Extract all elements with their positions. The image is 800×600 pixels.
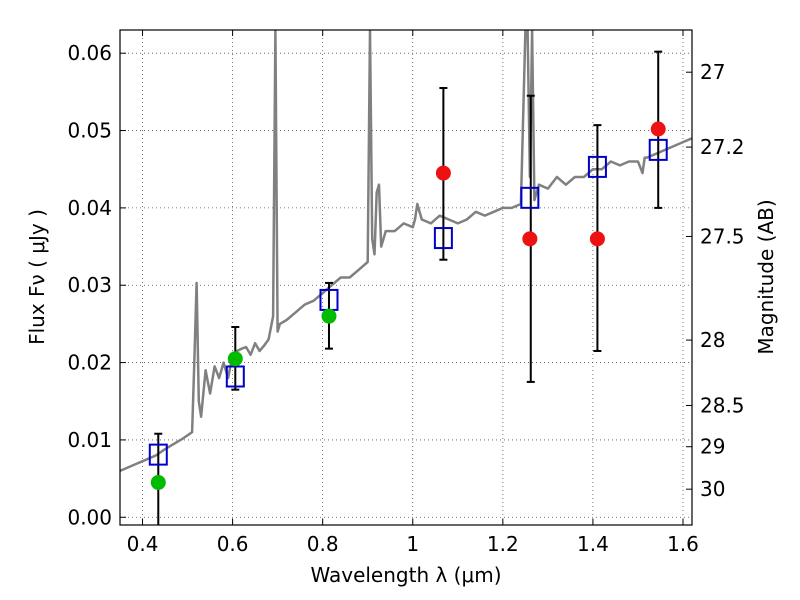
y-tick-label: 0.03: [67, 273, 112, 297]
magnitude-tick-label: 27.2: [700, 135, 745, 159]
model-square-marker: [148, 443, 168, 466]
y-axis-label-left: Flux Fν ( μJy ): [25, 209, 49, 345]
model-square-marker: [587, 155, 607, 178]
magnitude-tick-label: 27: [700, 60, 725, 84]
model-square-marker: [225, 365, 245, 388]
y-tick-label: 0.02: [67, 351, 112, 375]
x-tick-label: 0.4: [127, 532, 159, 556]
x-tick-label: 1.4: [577, 532, 609, 556]
flux-circle-marker: [589, 231, 605, 247]
plot-area: [120, 30, 692, 525]
x-axis-ticks: 0.4 0.6 0.8 1 1.2 1.4 1.6: [127, 30, 699, 556]
flux-circle-marker: [435, 165, 451, 181]
magnitude-tick-label: 28.5: [700, 393, 745, 417]
x-axis-label: Wavelength λ (μm): [310, 563, 501, 587]
model-square-marker: [433, 227, 453, 250]
plot-background: [120, 30, 692, 525]
y-tick-label: 0.01: [67, 428, 112, 452]
plot-frame: [119, 29, 693, 526]
spectrum-line: [120, 30, 692, 473]
magnitude-tick-label: 29: [700, 435, 725, 459]
magnitude-tick-label: 27.5: [700, 224, 745, 248]
x-tick-label: 1: [406, 532, 419, 556]
y-tick-label: 0.00: [67, 505, 112, 529]
data-markers: [148, 121, 668, 490]
magnitude-axis-ticks: 27 27.2 27.5 28 28.5 29 30: [686, 60, 745, 501]
x-tick-label: 0.8: [307, 532, 339, 556]
y-axis-label-right: Magnitude (AB): [754, 199, 778, 354]
flux-circle-marker: [150, 474, 166, 490]
y-axis-ticks: 0.00 0.01 0.02 0.03 0.04 0.05 0.06: [67, 41, 126, 529]
model-square-marker: [648, 138, 668, 161]
y-tick-label: 0.04: [67, 196, 112, 220]
x-tick-label: 0.6: [217, 532, 249, 556]
x-tick-label: 1.6: [667, 532, 699, 556]
magnitude-tick-label: 30: [700, 477, 725, 501]
flux-circle-marker: [650, 121, 666, 137]
flux-circle-marker: [227, 351, 243, 367]
x-tick-label: 1.2: [487, 532, 519, 556]
y-tick-label: 0.05: [67, 119, 112, 143]
flux-circle-marker: [321, 308, 337, 324]
flux-circle-marker: [522, 231, 538, 247]
model-square-marker: [520, 186, 540, 209]
y-tick-label: 0.06: [67, 41, 112, 65]
magnitude-tick-label: 28: [700, 328, 725, 352]
